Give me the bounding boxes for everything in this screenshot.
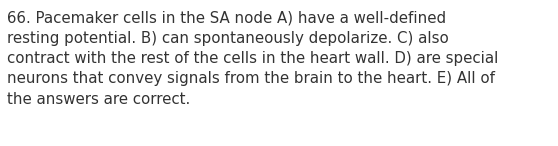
Text: 66. Pacemaker cells in the SA node A) have a well-defined
resting potential. B) : 66. Pacemaker cells in the SA node A) ha… (7, 10, 498, 107)
